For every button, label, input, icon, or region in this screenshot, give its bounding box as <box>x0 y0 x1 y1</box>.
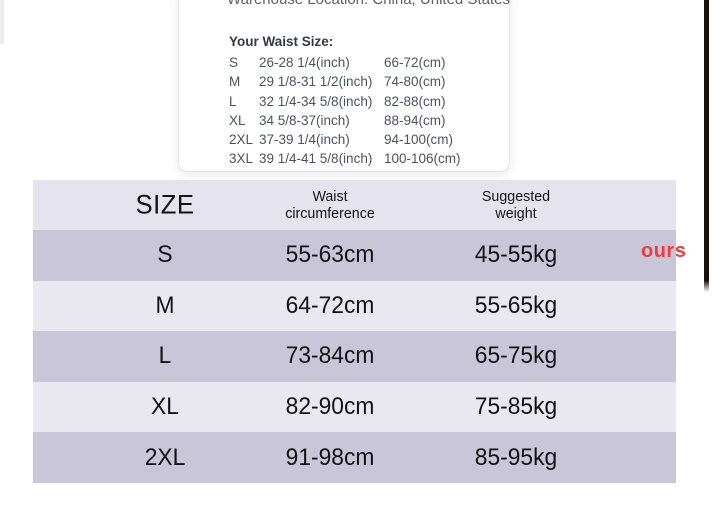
table-row-l: L 73-84cm 65-75kg <box>33 331 676 382</box>
size-label: XL <box>229 112 246 128</box>
waist-cell: 73-84cm <box>285 342 375 370</box>
waist-size-row: 2XL 37-39 1/4(inch) 94-100(cm) <box>229 130 501 149</box>
size-cell: XL <box>151 393 179 421</box>
weight-cell: 65-75kg <box>474 342 558 370</box>
inch-range: 37-39 1/4(inch) <box>259 132 350 148</box>
inch-range: 26-28 1/4(inch) <box>259 55 350 70</box>
warehouse-location-text: Warehouse Location: China, United States <box>227 0 510 9</box>
waist-size-popup: Warehouse Location: China, United States… <box>178 0 510 172</box>
inch-range: 34 5/8-37(inch) <box>259 112 350 128</box>
size-cell: 2XL <box>144 443 186 471</box>
header-waist: Waist circumference <box>285 188 375 222</box>
waist-size-row: 3XL 39 1/4-41 5/8(inch) 100-106(cm) <box>229 149 501 168</box>
cm-range: 100-106(cm) <box>384 151 461 167</box>
table-row-s: S 55-63cm 45-55kg <box>33 230 676 281</box>
corner-sliver <box>0 0 4 44</box>
cm-range: 66-72(cm) <box>384 55 446 70</box>
header-weight: Suggested weight <box>481 188 551 222</box>
inch-range: 29 1/8-31 1/2(inch) <box>259 74 373 90</box>
table-row-2xl: 2XL 91-98cm 85-95kg <box>33 432 676 483</box>
table-row-m: M 64-72cm 55-65kg <box>33 280 676 332</box>
table-row-xl: XL 82-90cm 75-85kg <box>33 381 676 433</box>
inch-range: 39 1/4-41 5/8(inch) <box>259 151 373 167</box>
weight-cell: 75-85kg <box>474 393 558 421</box>
waist-size-row: L 32 1/4-34 5/8(inch) 82-88(cm) <box>229 92 501 111</box>
weight-cell: 85-95kg <box>474 443 558 471</box>
waist-size-list: S 26-28 1/4(inch) 66-72(cm) M 29 1/8-31 … <box>229 53 501 169</box>
header-size: SIZE <box>135 189 195 220</box>
inch-range: 32 1/4-34 5/8(inch) <box>259 93 373 109</box>
cm-range: 82-88(cm) <box>384 93 446 109</box>
waist-cell: 64-72cm <box>285 291 375 319</box>
size-label: 2XL <box>229 132 254 148</box>
screenshot-edge-bar <box>704 0 709 292</box>
size-label: 3XL <box>229 151 254 167</box>
waist-cell: 82-90cm <box>285 393 375 421</box>
size-chart-table: SIZE Waist circumference Suggested weigh… <box>33 180 676 483</box>
waist-cell: 55-63cm <box>285 241 375 269</box>
cm-range: 88-94(cm) <box>384 112 446 128</box>
table-header-row: SIZE Waist circumference Suggested weigh… <box>33 180 676 230</box>
weight-cell: 55-65kg <box>474 291 558 319</box>
waist-size-row: XL 34 5/8-37(inch) 88-94(cm) <box>229 111 501 130</box>
size-cell: S <box>157 241 173 269</box>
waist-size-title: Your Waist Size: <box>229 34 334 49</box>
cm-range: 74-80(cm) <box>384 74 446 90</box>
waist-size-row: S 26-28 1/4(inch) 66-72(cm) <box>229 53 501 72</box>
waist-cell: 91-98cm <box>285 443 375 471</box>
waist-size-row: M 29 1/8-31 1/2(inch) 74-80(cm) <box>229 72 501 91</box>
size-label: S <box>229 55 239 70</box>
weight-cell: 45-55kg <box>474 241 558 269</box>
cm-range: 94-100(cm) <box>384 132 454 148</box>
size-cell: M <box>155 291 175 319</box>
size-cell: L <box>158 342 172 370</box>
size-label: M <box>229 74 241 90</box>
size-label: L <box>229 93 237 109</box>
ours-annotation: ours <box>641 240 687 262</box>
